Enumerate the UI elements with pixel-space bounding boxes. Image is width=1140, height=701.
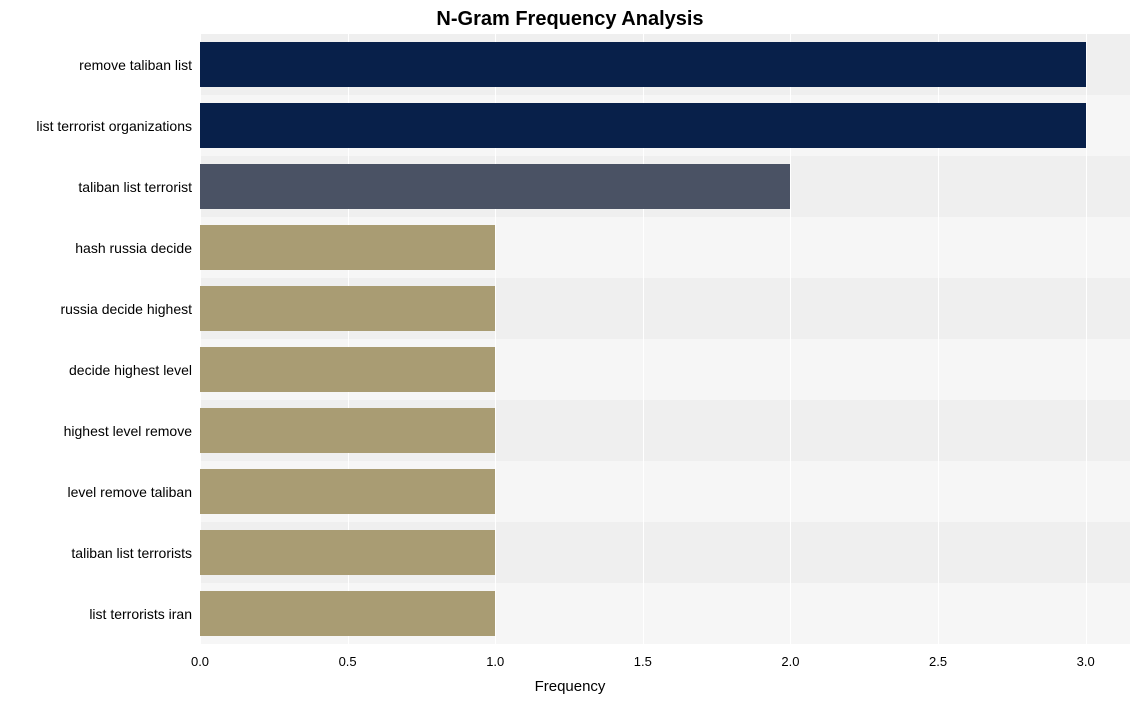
bar [200, 469, 495, 515]
y-tick-label: decide highest level [69, 362, 200, 378]
y-tick-label: russia decide highest [60, 301, 200, 317]
x-gridline [1086, 34, 1087, 644]
x-tick-label: 2.0 [781, 644, 799, 669]
y-tick-label: list terrorists iran [89, 606, 200, 622]
bar [200, 591, 495, 637]
x-tick-label: 3.0 [1077, 644, 1095, 669]
y-tick-label: highest level remove [64, 423, 200, 439]
y-tick-label: hash russia decide [75, 240, 200, 256]
bar [200, 225, 495, 271]
bar [200, 164, 790, 210]
x-tick-label: 2.5 [929, 644, 947, 669]
bar [200, 530, 495, 576]
bar [200, 42, 1086, 88]
bar [200, 286, 495, 332]
chart-title: N-Gram Frequency Analysis [0, 8, 1140, 31]
x-tick-label: 1.5 [634, 644, 652, 669]
x-tick-label: 1.0 [486, 644, 504, 669]
bar [200, 408, 495, 454]
y-tick-label: taliban list terrorists [71, 545, 200, 561]
bar [200, 347, 495, 393]
y-tick-label: remove taliban list [79, 57, 200, 73]
x-axis-label: Frequency [0, 678, 1140, 695]
bar [200, 103, 1086, 149]
plot-area: remove taliban listlist terrorist organi… [200, 34, 1130, 644]
y-tick-label: taliban list terrorist [78, 179, 200, 195]
x-tick-label: 0.5 [339, 644, 357, 669]
x-tick-label: 0.0 [191, 644, 209, 669]
y-tick-label: level remove taliban [67, 484, 200, 500]
y-tick-label: list terrorist organizations [36, 118, 200, 134]
